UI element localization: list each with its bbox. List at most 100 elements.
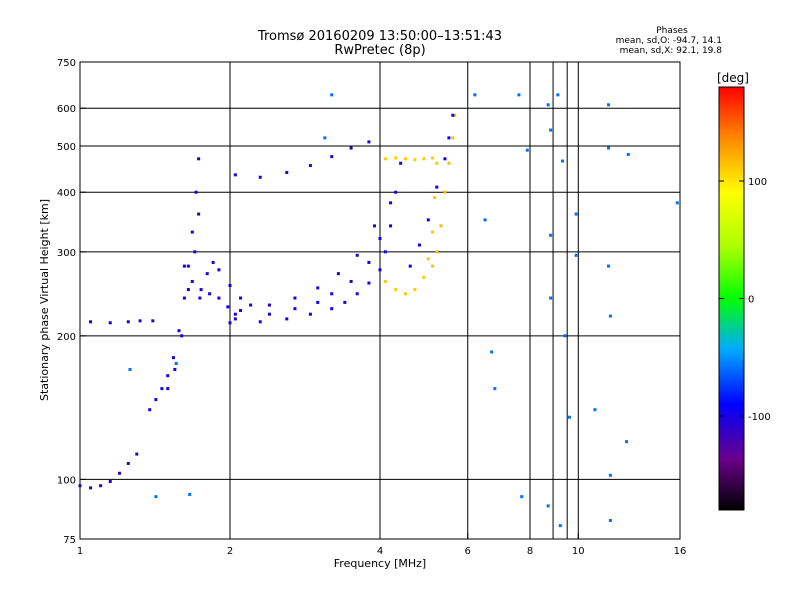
data-point — [607, 103, 611, 107]
data-point — [174, 361, 178, 365]
colorbar-tick-label: -100 — [748, 412, 771, 423]
data-point — [383, 157, 387, 161]
data-point — [186, 288, 190, 292]
data-point — [188, 492, 192, 496]
y-tick-label: 500 — [57, 142, 76, 153]
stats-x-mode: mean, sd,X: 92.1, 19.8 — [620, 46, 723, 56]
data-point — [258, 175, 262, 179]
data-point — [608, 519, 612, 523]
data-point — [316, 300, 320, 304]
data-point — [89, 486, 93, 490]
data-point — [394, 156, 398, 160]
data-point — [267, 303, 271, 307]
data-point — [413, 158, 417, 162]
data-point — [563, 334, 567, 338]
data-point — [126, 320, 130, 324]
y-tick-label: 750 — [57, 58, 76, 69]
data-point — [258, 320, 262, 324]
y-tick-label: 200 — [57, 332, 76, 343]
data-point — [378, 268, 382, 272]
data-point — [190, 230, 194, 234]
data-point — [166, 387, 170, 391]
data-point — [285, 317, 289, 321]
data-point — [108, 321, 112, 325]
data-point — [517, 93, 521, 97]
data-point — [431, 230, 435, 234]
colorbar-ticks: 100 0 -100 — [719, 177, 771, 423]
data-point — [367, 140, 371, 144]
data-point — [593, 408, 597, 412]
data-point — [413, 288, 417, 292]
data-point — [574, 253, 578, 257]
data-point — [525, 148, 529, 152]
data-point — [473, 93, 477, 97]
data-point — [151, 319, 155, 323]
grid-lines — [80, 62, 680, 539]
data-point — [108, 479, 112, 483]
data-point — [367, 260, 371, 264]
data-point — [608, 473, 612, 477]
data-point — [330, 93, 334, 97]
data-point — [417, 243, 421, 247]
data-point — [422, 276, 426, 280]
x-tick-label: 4 — [377, 546, 383, 557]
data-point — [205, 272, 209, 276]
data-point — [549, 128, 553, 132]
data-point — [399, 161, 403, 165]
data-point — [182, 296, 186, 300]
chart-title-line1: Tromsø 20160209 13:50:00–13:51:43 — [257, 29, 502, 44]
data-points — [78, 93, 679, 528]
data-point — [267, 312, 271, 316]
data-point — [546, 504, 550, 508]
data-point — [217, 268, 221, 272]
data-point — [233, 312, 237, 316]
data-point — [408, 264, 412, 268]
data-point — [607, 264, 611, 268]
data-point — [490, 350, 494, 354]
data-point — [447, 161, 451, 165]
data-point — [154, 398, 158, 402]
data-point — [549, 233, 553, 237]
data-point — [373, 224, 377, 228]
data-point — [99, 484, 103, 488]
data-point — [211, 260, 215, 264]
data-point — [607, 146, 611, 150]
data-point — [447, 136, 451, 140]
data-point — [443, 190, 447, 194]
x-axis-ticks: 1 2 4 6 8 10 16 — [77, 533, 686, 557]
y-tick-label: 100 — [57, 475, 76, 486]
plot-area: 1 2 4 6 8 10 16 75 100 200 300 400 500 600 750 — [57, 58, 686, 557]
data-point — [435, 185, 439, 189]
data-point — [439, 224, 443, 228]
data-point — [383, 250, 387, 254]
data-point — [226, 305, 230, 309]
x-tick-label: 2 — [227, 546, 233, 557]
data-point — [186, 264, 190, 268]
data-point — [233, 173, 237, 177]
data-point — [435, 161, 439, 165]
data-point — [483, 218, 487, 222]
data-point — [625, 440, 629, 444]
data-point — [117, 471, 121, 475]
chart-title-line2: RwPretec (8p) — [334, 43, 425, 58]
x-tick-label: 8 — [527, 546, 533, 557]
data-point — [426, 257, 430, 261]
data-point — [378, 236, 382, 240]
y-axis-ticks: 75 100 200 300 400 500 600 750 — [57, 58, 86, 546]
data-point — [154, 495, 158, 499]
data-point — [180, 334, 184, 338]
data-point — [166, 374, 170, 378]
data-point — [558, 524, 562, 528]
data-point — [367, 281, 371, 285]
data-point — [182, 264, 186, 268]
data-point — [323, 136, 327, 140]
data-point — [389, 201, 393, 205]
colorbar-tick-label: 100 — [748, 177, 767, 188]
data-point — [293, 307, 297, 311]
data-point — [208, 292, 212, 296]
data-point — [197, 157, 201, 161]
data-point — [355, 292, 359, 296]
data-point — [330, 307, 334, 311]
data-point — [194, 190, 198, 194]
